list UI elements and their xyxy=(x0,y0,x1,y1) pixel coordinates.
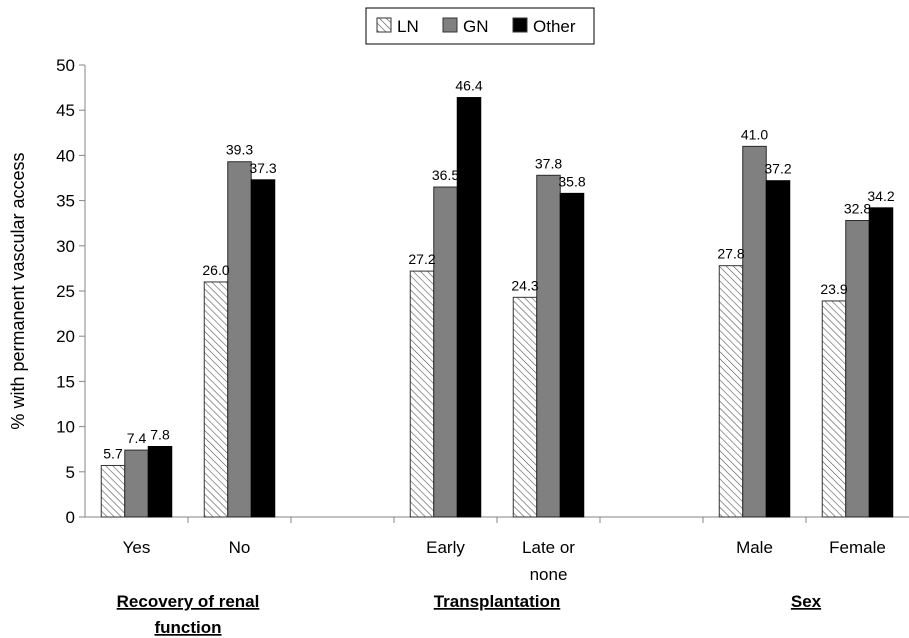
bar-gn-late-or-none xyxy=(536,174,561,518)
y-tick-label: 40 xyxy=(56,146,75,165)
data-label: 37.2 xyxy=(764,161,791,177)
x-category-label: none xyxy=(530,565,568,584)
y-tick-label: 45 xyxy=(56,101,75,120)
group-title: Sex xyxy=(791,592,822,611)
bar-other-female xyxy=(868,207,894,518)
bar-ln-female xyxy=(821,300,847,518)
legend: LN GN Other xyxy=(365,7,595,45)
data-label: 37.3 xyxy=(249,160,276,176)
bar-other-no xyxy=(250,179,276,518)
bar-gn-early xyxy=(433,186,458,518)
bar-gn-male xyxy=(742,145,767,518)
data-label: 35.8 xyxy=(558,173,585,189)
bar-ln-no xyxy=(203,281,229,518)
data-label: 26.0 xyxy=(202,262,229,278)
data-label: 23.9 xyxy=(820,281,847,297)
legend-box xyxy=(365,7,595,45)
bars xyxy=(100,97,894,518)
data-label: 32.8 xyxy=(844,200,871,216)
y-tick-label: 50 xyxy=(56,56,75,75)
data-label: 27.8 xyxy=(717,246,744,262)
y-tick-label: 5 xyxy=(66,463,75,482)
data-label: 7.4 xyxy=(127,430,147,446)
legend-swatch-ln xyxy=(376,17,392,33)
bar-ln-male xyxy=(718,265,744,518)
legend-swatch-other xyxy=(512,17,528,33)
bar-other-yes xyxy=(147,445,173,518)
bar-other-male xyxy=(765,180,791,518)
y-tick-label: 20 xyxy=(56,327,75,346)
data-label: 37.8 xyxy=(535,155,562,171)
y-tick-label: 30 xyxy=(56,237,75,256)
legend-label-other: Other xyxy=(533,17,576,36)
bar-other-late-or-none xyxy=(559,192,585,518)
legend-label-gn: GN xyxy=(463,17,489,36)
bar-gn-no xyxy=(227,161,252,518)
bar-ln-late-or-none xyxy=(512,296,538,518)
data-label: 34.2 xyxy=(867,188,894,204)
bar-gn-female xyxy=(845,219,870,518)
bar-gn-yes xyxy=(124,449,149,518)
bar-ln-yes xyxy=(100,464,126,518)
y-tick-label: 0 xyxy=(66,508,75,527)
x-category-label: Yes xyxy=(123,538,151,557)
y-axis-title: % with permanent vascular access xyxy=(8,152,28,429)
data-label: 24.3 xyxy=(511,277,538,293)
data-label: 36.5 xyxy=(432,167,459,183)
x-category-label: Male xyxy=(736,538,773,557)
y-tick-label: 25 xyxy=(56,282,75,301)
x-category-label: Late or xyxy=(522,538,575,557)
data-label: 41.0 xyxy=(741,126,768,142)
y-tick-label: 10 xyxy=(56,418,75,437)
legend-label-ln: LN xyxy=(397,17,419,36)
group-title: Transplantation xyxy=(434,592,561,611)
labels: 5.77.4 7.8 Yes 26.0 39.3 37.3 No 27.2 36.5 46.4 Ea… xyxy=(103,78,895,637)
axes: 0 5 10 15 20 25 30 35 40 45 50 % with permanent vas… xyxy=(8,56,909,527)
x-category-label: Early xyxy=(426,538,465,557)
y-tick-label: 15 xyxy=(56,372,75,391)
x-category-label: Female xyxy=(829,538,886,557)
y-tick-label: 35 xyxy=(56,192,75,211)
bar-ln-early xyxy=(409,270,435,518)
data-label: 5.7 xyxy=(103,445,123,461)
data-label: 7.8 xyxy=(150,426,170,442)
group-title: function xyxy=(154,618,221,637)
bar-other-early xyxy=(456,97,482,518)
legend-swatch-gn xyxy=(442,17,458,33)
data-label: 46.4 xyxy=(455,78,482,94)
data-label: 27.2 xyxy=(408,251,435,267)
group-title: Recovery of renal xyxy=(117,592,260,611)
data-label: 39.3 xyxy=(226,142,253,158)
x-category-label: No xyxy=(229,538,251,557)
